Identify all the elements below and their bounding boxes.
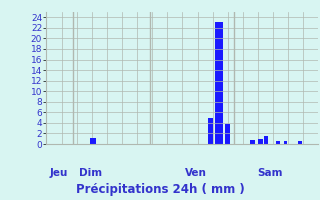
Text: Jeu: Jeu xyxy=(49,168,68,178)
Bar xyxy=(298,141,301,144)
Bar xyxy=(251,140,255,144)
Text: Sam: Sam xyxy=(257,168,283,178)
Bar xyxy=(91,138,96,144)
Text: Ven: Ven xyxy=(185,168,207,178)
Text: Dim: Dim xyxy=(79,168,102,178)
Bar xyxy=(225,124,230,144)
Bar xyxy=(276,141,280,144)
Bar xyxy=(258,139,263,144)
Bar xyxy=(264,136,268,144)
Bar xyxy=(215,22,223,144)
Text: Précipitations 24h ( mm ): Précipitations 24h ( mm ) xyxy=(76,183,244,196)
Bar xyxy=(284,141,287,144)
Bar xyxy=(208,118,213,144)
